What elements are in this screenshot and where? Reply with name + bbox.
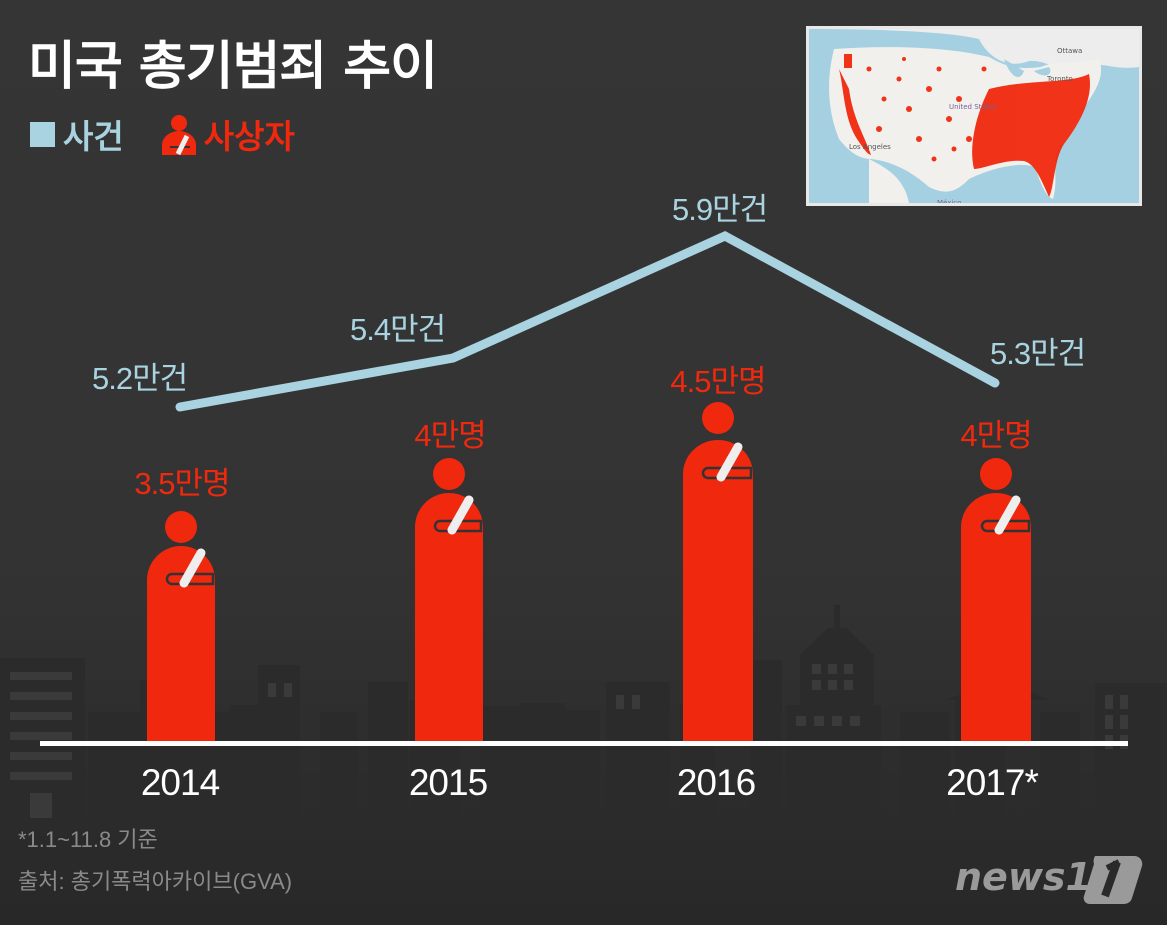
footnote: *1.1~11.8 기준: [18, 827, 158, 852]
news1-logo: news1: [955, 855, 1143, 905]
bar-2017: [961, 458, 1031, 743]
x-tick-2015: 2015: [408, 762, 488, 803]
incidents-value-2014: 5.2만건: [92, 361, 188, 396]
incidents-value-2015: 5.4만건: [350, 312, 446, 347]
incidents-legend-swatch: [30, 121, 55, 147]
bar-2016: [683, 402, 753, 743]
map-graphic: Ottawa Toronto United States Los Angeles…: [809, 29, 1139, 203]
bar-2014: [147, 511, 215, 743]
casualties-value-2017: 4만명: [960, 418, 1032, 453]
casualties-legend-label: 사상자: [203, 117, 295, 156]
svg-text:Los Angeles: Los Angeles: [849, 143, 891, 151]
svg-text:Toronto: Toronto: [1046, 75, 1073, 83]
casualties-value-2016: 4.5만명: [670, 364, 766, 399]
incidents-line: [175, 230, 1000, 412]
casualties-bars: [147, 402, 1031, 743]
chart-title: 미국 총기범죄 추이: [28, 37, 438, 97]
x-tick-2014: 2014: [140, 762, 220, 803]
legend: 사건 사상자: [30, 112, 295, 156]
incidents-value-2016: 5.9만건: [672, 192, 768, 227]
incidents-value-2017: 5.3만건: [990, 336, 1086, 371]
bar-2015: [415, 458, 483, 743]
x-axis-baseline: [40, 741, 1128, 746]
svg-text:Ottawa: Ottawa: [1057, 47, 1082, 55]
svg-text:news1: news1: [955, 855, 1092, 899]
casualties-value-2015: 4만명: [414, 418, 486, 453]
us-gun-incident-map: Ottawa Toronto United States Los Angeles…: [806, 26, 1142, 206]
casualties-value-2014: 3.5만명: [134, 466, 230, 501]
svg-text:United States: United States: [949, 103, 997, 111]
person-seatbelt-icon: [161, 115, 196, 155]
incidents-legend-label: 사건: [63, 117, 124, 156]
source-credit: 출처: 총기폭력아카이브(GVA): [18, 869, 293, 894]
svg-text:México: México: [937, 199, 961, 203]
x-tick-2017: 2017*: [946, 762, 1039, 803]
x-tick-2016: 2016: [676, 762, 756, 803]
